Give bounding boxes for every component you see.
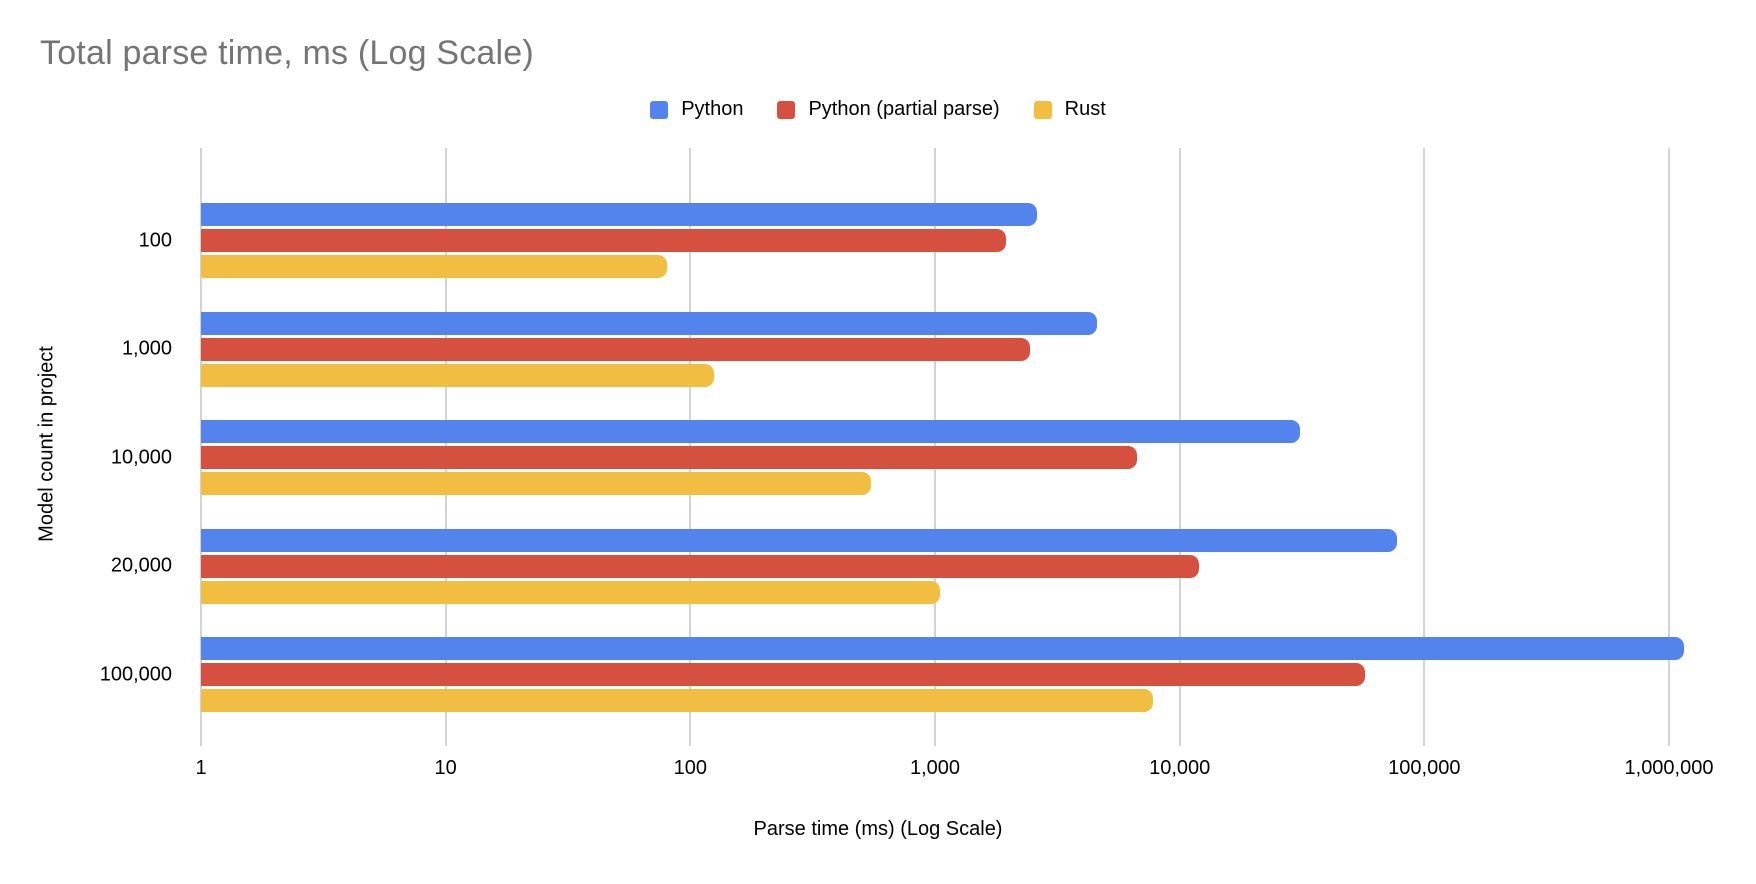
plot-area bbox=[200, 148, 1684, 746]
legend-label: Python bbox=[681, 98, 744, 120]
bar-python-100[interactable] bbox=[201, 203, 1037, 226]
bar-python-10000[interactable] bbox=[201, 420, 1300, 443]
legend: Python Python (partial parse) Rust bbox=[0, 98, 1756, 121]
x-tick-label: 1,000 bbox=[909, 757, 961, 779]
x-tick-label: 1 bbox=[195, 757, 207, 779]
bar-python-partial-parse--100000[interactable] bbox=[201, 663, 1365, 686]
bar-python-100000[interactable] bbox=[201, 637, 1684, 660]
legend-swatch-icon bbox=[1033, 100, 1052, 119]
bar-python-partial-parse--1000[interactable] bbox=[201, 337, 1031, 361]
legend-label: Rust bbox=[1064, 98, 1106, 120]
legend-swatch-icon bbox=[777, 100, 796, 119]
y-category-label: 100,000 bbox=[99, 663, 172, 685]
bar-rust-1000[interactable] bbox=[201, 363, 715, 387]
x-tick-label: 10 bbox=[434, 757, 457, 779]
x-tick-label: 10,000 bbox=[1149, 757, 1211, 779]
legend-item-python[interactable]: Python bbox=[650, 98, 743, 121]
bar-rust-20000[interactable] bbox=[201, 580, 941, 604]
bar-rust-100[interactable] bbox=[201, 255, 667, 278]
y-axis-labels: 100 1,000 10,000 20,000 100,000 bbox=[0, 148, 172, 740]
gridline bbox=[1178, 148, 1181, 746]
y-category-label: 1,000 bbox=[121, 337, 172, 360]
chart-title: Total parse time, ms (Log Scale) bbox=[40, 34, 534, 72]
legend-item-rust[interactable]: Rust bbox=[1033, 98, 1106, 121]
bar-python-20000[interactable] bbox=[201, 528, 1397, 552]
bar-python-partial-parse--10000[interactable] bbox=[201, 446, 1138, 469]
legend-label: Python (partial parse) bbox=[808, 98, 1000, 120]
bar-rust-10000[interactable] bbox=[201, 472, 872, 495]
legend-swatch-icon bbox=[650, 100, 669, 119]
y-category-label: 10,000 bbox=[110, 446, 172, 468]
x-axis-labels: 1 10 100 1,000 10,000 100,000 1,000,000 bbox=[195, 757, 1713, 783]
x-tick-label: 1,000,000 bbox=[1624, 757, 1714, 779]
y-category-label: 100 bbox=[138, 229, 172, 251]
gridline bbox=[1668, 148, 1670, 746]
legend-item-python-partial-parse-[interactable]: Python (partial parse) bbox=[777, 98, 1000, 121]
y-category-label: 20,000 bbox=[110, 554, 172, 577]
bar-python-1000[interactable] bbox=[201, 311, 1098, 335]
x-tick-label: 100,000 bbox=[1388, 757, 1461, 779]
x-axis-title: Parse time (ms) (Log Scale) bbox=[753, 818, 1003, 840]
bar-python-partial-parse--20000[interactable] bbox=[201, 554, 1200, 578]
bar-rust-100000[interactable] bbox=[201, 689, 1154, 712]
x-tick-label: 100 bbox=[673, 757, 708, 779]
bar-python-partial-parse--100[interactable] bbox=[201, 229, 1006, 252]
gridline bbox=[1423, 148, 1426, 746]
